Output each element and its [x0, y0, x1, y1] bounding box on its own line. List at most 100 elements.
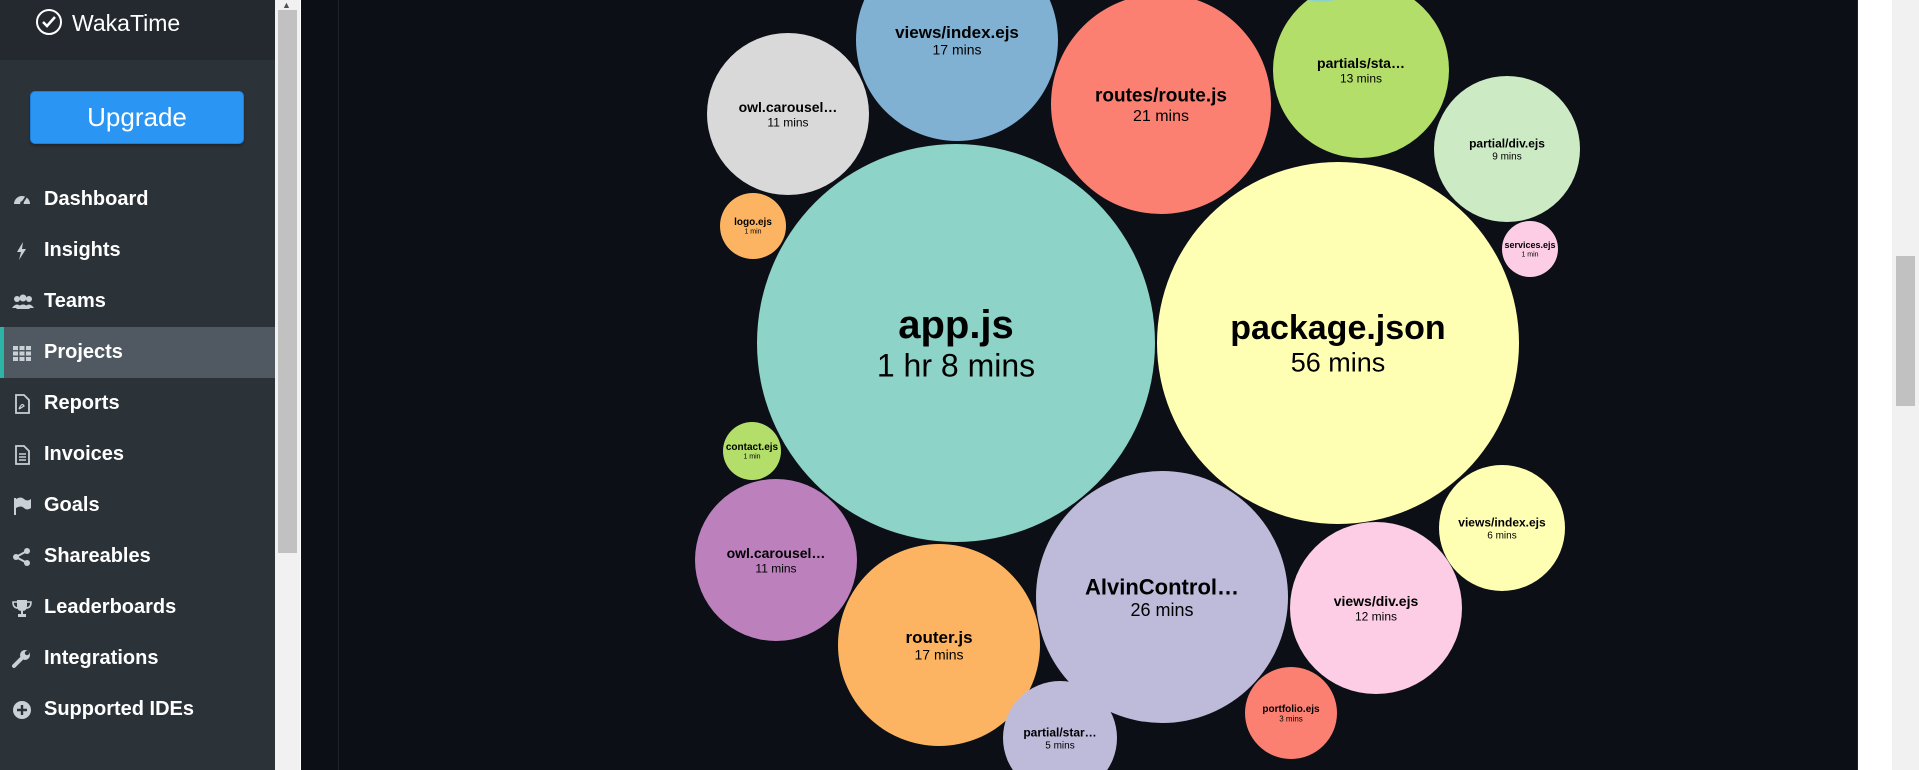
bubble-duration: 1 min	[743, 453, 760, 460]
sidebar-item-supported-ides[interactable]: Supported IDEs	[0, 684, 275, 735]
sidebar-item-label: Insights	[44, 239, 121, 261]
bubble-duration: 21 mins	[1133, 108, 1189, 125]
bubble-file-name: views/index.ejs	[1458, 516, 1546, 530]
bubble-duration: 11 mins	[755, 562, 796, 576]
bubble[interactable]: partials/sta…13 mins	[1273, 0, 1449, 158]
bubble-circle[interactable]	[1273, 0, 1449, 158]
bubble-duration: 5 mins	[1045, 741, 1074, 752]
bubble-duration: 26 mins	[1130, 600, 1193, 620]
sidebar-item-label: Invoices	[44, 443, 125, 465]
bubble-circle[interactable]	[1245, 667, 1337, 759]
bubble-file-name: owl.carousel…	[727, 545, 826, 561]
sidebar-item-insights[interactable]: Insights	[0, 225, 275, 276]
bubble-file-name: partial/star…	[1023, 726, 1096, 740]
bubble[interactable]: owl.carousel…11 mins	[695, 479, 857, 641]
bubble-duration: 9 mins	[1492, 152, 1521, 163]
bubble[interactable]	[1269, 0, 1373, 2]
grid-icon	[12, 343, 32, 363]
sidebar-item-label: Goals	[44, 494, 100, 516]
sidebar-item-dashboard[interactable]: Dashboard	[0, 174, 275, 225]
bubble-circle[interactable]	[1434, 76, 1580, 222]
bubble-circle[interactable]	[856, 0, 1058, 141]
bubble-file-name: partials/sta…	[1317, 55, 1405, 71]
bubble-circle[interactable]	[723, 422, 781, 480]
bubble[interactable]: app.js1 hr 8 mins	[757, 144, 1155, 542]
bubble[interactable]: owl.carousel…11 mins	[707, 33, 869, 195]
main-content: app.js 1 hr 8 mins package.json 56 mins Alvi…	[300, 0, 1892, 770]
brand-header[interactable]: WakaTime	[0, 0, 275, 60]
bubble-duration: 1 min	[744, 228, 761, 235]
bolt-icon	[12, 241, 32, 261]
brand-name: WakaTime	[72, 10, 181, 36]
sidebar-item-goals[interactable]: Goals	[0, 480, 275, 531]
bubble-circle[interactable]	[838, 544, 1040, 746]
bubble-duration: 6 mins	[1487, 531, 1516, 542]
bubble-file-name: package.json	[1230, 309, 1445, 347]
bubble-circle[interactable]	[1051, 0, 1271, 214]
share-icon	[12, 547, 32, 567]
bubble-file-name: owl.carousel…	[739, 99, 838, 115]
sidebar-item-integrations[interactable]: Integrations	[0, 633, 275, 684]
bubble-duration: 3 mins	[1279, 714, 1303, 723]
bubble-circle[interactable]	[757, 144, 1155, 542]
bubble-circle[interactable]	[1269, 0, 1373, 2]
sidebar-item-projects[interactable]: Projects	[0, 327, 275, 378]
wrench-icon	[12, 649, 32, 669]
flag-icon	[12, 496, 32, 516]
upgrade-button[interactable]: Upgrade	[30, 91, 244, 144]
panel-divider	[1857, 0, 1858, 770]
sidebar-item-reports[interactable]: Reports	[0, 378, 275, 429]
bubble-circle[interactable]	[720, 193, 786, 259]
users-icon	[12, 292, 34, 312]
sidebar-item-leaderboards[interactable]: Leaderboards	[0, 582, 275, 633]
bubble[interactable]: partial/star…5 mins	[1003, 681, 1117, 770]
scroll-up-arrow-icon[interactable]: ▲	[282, 0, 291, 10]
sidebar-item-label: Dashboard	[44, 188, 149, 210]
panel-divider	[338, 0, 339, 770]
bubble-circle[interactable]	[1036, 471, 1288, 723]
bubble-duration: 17 mins	[914, 647, 963, 663]
bubble-duration: 1 hr 8 mins	[877, 348, 1035, 384]
wakatime-logo-icon	[36, 9, 62, 35]
bubble-file-name: logo.ejs	[734, 217, 772, 228]
file-bubble-chart: app.js 1 hr 8 mins package.json 56 mins Alvi…	[301, 0, 1858, 770]
bubble-circle[interactable]	[1502, 221, 1558, 277]
bubble-circle[interactable]	[695, 479, 857, 641]
sidebar-item-invoices[interactable]: Invoices	[0, 429, 275, 480]
sidebar: WakaTime Upgrade Dashboard Insights Te	[0, 0, 275, 770]
bubble-file-name: views/index.ejs	[895, 23, 1019, 42]
bubble-circle[interactable]	[1157, 162, 1519, 524]
bubble-file-name: router.js	[905, 628, 972, 647]
dashboard-icon	[12, 190, 32, 210]
bubble-circle[interactable]	[1439, 465, 1565, 591]
sidebar-scrollbar[interactable]: ▲	[275, 0, 300, 770]
sidebar-nav: Dashboard Insights Teams Projects	[0, 174, 275, 735]
sidebar-item-shareables[interactable]: Shareables	[0, 531, 275, 582]
page-scrollbar[interactable]	[1892, 0, 1919, 770]
sidebar-item-teams[interactable]: Teams	[0, 276, 275, 327]
document-icon	[12, 445, 32, 465]
bubble-circle[interactable]	[707, 33, 869, 195]
bubble-circle[interactable]	[1290, 522, 1462, 694]
sidebar-item-label: Integrations	[44, 647, 159, 669]
bubble-circle[interactable]	[1003, 681, 1117, 770]
page-scrollbar-thumb[interactable]	[1896, 256, 1915, 406]
sidebar-scrollbar-thumb[interactable]	[278, 10, 297, 553]
bubble-duration: 12 mins	[1355, 610, 1397, 624]
bubble[interactable]: AlvinControl…26 mins	[1036, 471, 1288, 723]
bubble-duration: 17 mins	[932, 42, 981, 58]
bubble-duration: 1 min	[1521, 251, 1538, 258]
